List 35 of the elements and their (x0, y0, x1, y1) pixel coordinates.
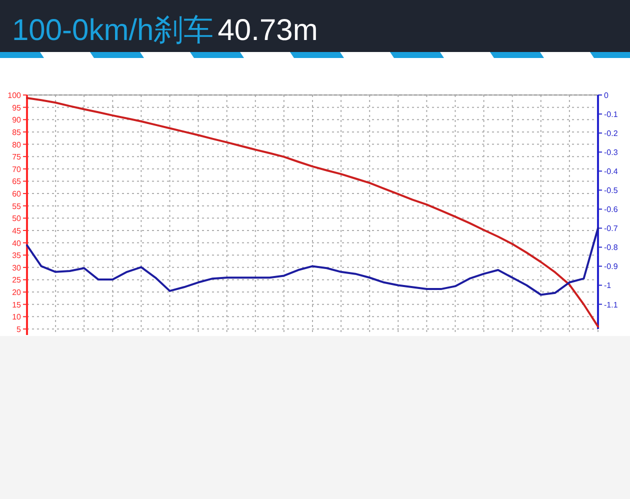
y2-tick-label: 0 (604, 91, 609, 100)
y2-tick-label: -0.5 (604, 186, 618, 196)
chart-subtitle: 40.73m (218, 14, 318, 47)
y2-tick-label: -0.7 (604, 224, 618, 234)
y-tick-label: 90 (12, 116, 22, 125)
y-tick-label: 60 (12, 190, 22, 199)
y2-tick-label: -0.2 (604, 129, 618, 138)
line-series (26, 227, 599, 296)
y2-tick-label: -0.8 (604, 243, 618, 252)
y2-tick-label: -1 (604, 281, 612, 290)
y2-tick-label: -0.9 (604, 262, 618, 272)
y-tick-label: 50 (12, 214, 22, 224)
y-tick-label: 85 (12, 128, 22, 137)
y2-tick-label: -1.1 (604, 300, 618, 310)
y-tick-label: 70 (12, 164, 22, 174)
y-tick-label: 65 (12, 177, 22, 186)
y2-tick-label: -0.1 (604, 110, 618, 120)
y-tick-label: 80 (12, 140, 22, 150)
y-tick-label: 95 (12, 103, 22, 112)
y-tick-label: 30 (12, 263, 22, 272)
y-tick-label: 25 (12, 276, 22, 285)
y-tick-label: 75 (12, 152, 22, 162)
y-tick-label: 40 (12, 238, 22, 248)
y2-tick-label: -0.4 (604, 167, 618, 176)
y-tick-label: 20 (12, 288, 22, 298)
y2-tick-label: -0.3 (604, 148, 618, 158)
y-tick-label: 45 (12, 226, 22, 236)
chart-title: 100-0km/h刹车 (12, 14, 214, 47)
y-tick-label: 15 (12, 300, 22, 310)
y-tick-label: 55 (12, 202, 22, 211)
y-tick-label: 5 (16, 325, 22, 334)
y-tick-label: 100 (8, 91, 22, 100)
y2-tick-label: -0.6 (604, 205, 618, 214)
y-tick-label: 10 (12, 312, 22, 322)
y-tick-label: 35 (12, 251, 22, 260)
